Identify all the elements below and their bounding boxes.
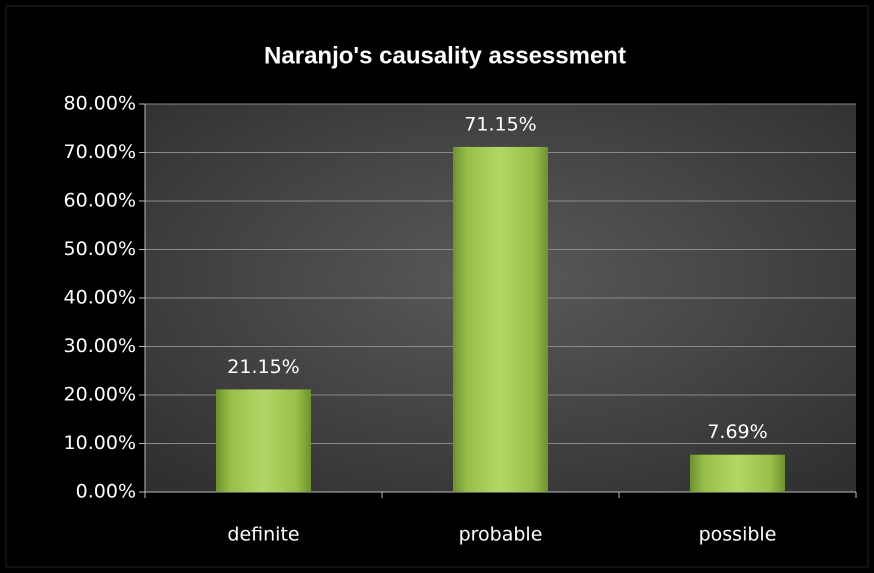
bar [216,389,311,492]
x-tick-label: possible [699,524,777,546]
y-tick-label: 70.00% [64,141,136,163]
y-tick-label: 20.00% [64,384,136,406]
chart-title: Naranjo's causality assessment [264,42,626,69]
x-tick-label: definite [227,524,299,546]
y-tick-label: 50.00% [64,238,136,260]
value-label: 21.15% [227,356,299,378]
value-label: 71.15% [464,113,536,135]
value-label: 7.69% [707,421,767,443]
y-tick-label: 40.00% [64,287,136,309]
y-tick-label: 60.00% [64,190,136,212]
y-tick-label: 80.00% [64,93,136,115]
y-tick-label: 0.00% [76,481,136,503]
y-tick-label: 10.00% [64,432,136,454]
x-tick-label: probable [459,524,543,546]
y-tick-label: 30.00% [64,335,136,357]
bar [690,454,785,492]
bar [453,146,548,493]
